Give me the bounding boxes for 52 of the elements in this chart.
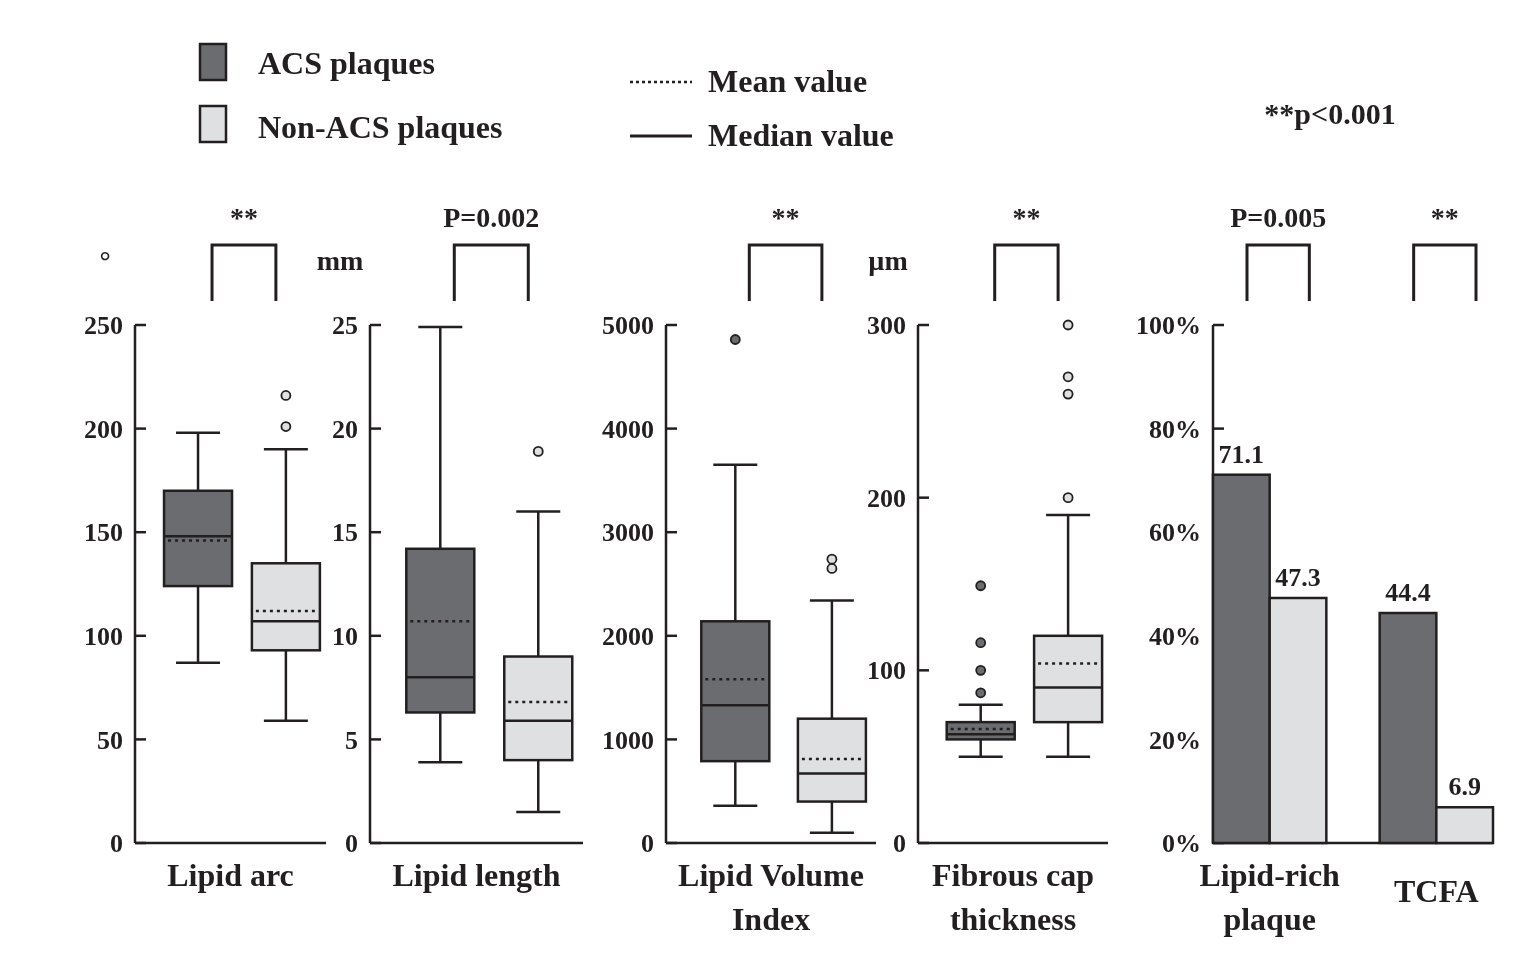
text: ** <box>1012 202 1041 233</box>
x-axis-title: Lipid length <box>392 857 561 893</box>
data-label: 44.4 <box>1385 578 1431 608</box>
y-tick-label: 50 <box>97 725 123 755</box>
y-tick-label: 300 <box>867 311 906 341</box>
x-tick-label: Lipid-rich plaque <box>1199 857 1341 937</box>
y-tick-label: 5 <box>345 725 358 755</box>
y-tick-label: 80% <box>1149 414 1201 444</box>
y-tick-label: 100% <box>1136 311 1201 341</box>
y-tick-label: 25 <box>332 311 358 341</box>
text: Mean value <box>708 63 868 99</box>
data-label: 47.3 <box>1275 562 1321 592</box>
y-axis-title: mm <box>316 245 364 276</box>
data-label: 6.9 <box>1448 772 1481 802</box>
y-tick-label: 0 <box>110 829 123 859</box>
y-tick-label: 0 <box>641 829 654 859</box>
x-axis-title: Lipid arc <box>167 857 294 893</box>
y-tick-label: 40% <box>1149 621 1201 651</box>
y-axis-title: µm <box>868 245 908 276</box>
y-tick-label: 100 <box>84 621 123 651</box>
y-tick-label: 0 <box>345 829 358 859</box>
y-tick-label: 0% <box>1162 829 1201 859</box>
y-tick-label: 0 <box>893 829 906 859</box>
text: ** <box>229 202 258 233</box>
y-tick-label: 2000 <box>602 621 654 651</box>
y-tick-label: 20 <box>332 414 358 444</box>
y-tick-label: 10 <box>332 621 358 651</box>
x-axis-title: Fibrous cap thickness <box>931 857 1095 937</box>
y-tick-label: 250 <box>84 311 123 341</box>
y-tick-label: 3000 <box>602 518 654 548</box>
text: ** <box>771 202 800 233</box>
y-tick-label: 20% <box>1149 725 1201 755</box>
y-tick-label: 100 <box>867 656 906 686</box>
legend-label: Non-ACS plaques <box>258 109 503 145</box>
text: Median value <box>708 117 894 153</box>
y-tick-label: 1000 <box>602 725 654 755</box>
text: P=0.005 <box>1230 202 1327 233</box>
data-label: 71.1 <box>1218 439 1265 469</box>
text: ** <box>1430 202 1459 233</box>
y-tick-label: 4000 <box>602 414 654 444</box>
text: P=0.002 <box>443 202 540 233</box>
x-tick-label: TCFA <box>1393 873 1479 909</box>
y-tick-label: 60% <box>1149 518 1201 548</box>
y-tick-label: 200 <box>867 483 906 513</box>
y-tick-label: 150 <box>84 518 123 548</box>
y-tick-label: 5000 <box>602 311 654 341</box>
y-tick-label: 15 <box>332 518 358 548</box>
legend-label: ACS plaques <box>258 45 435 81</box>
y-axis-title: ° <box>99 245 111 276</box>
x-axis-title: Lipid Volume Index <box>678 857 864 937</box>
y-tick-label: 200 <box>84 414 123 444</box>
text: **p<0.001 <box>1264 97 1396 130</box>
